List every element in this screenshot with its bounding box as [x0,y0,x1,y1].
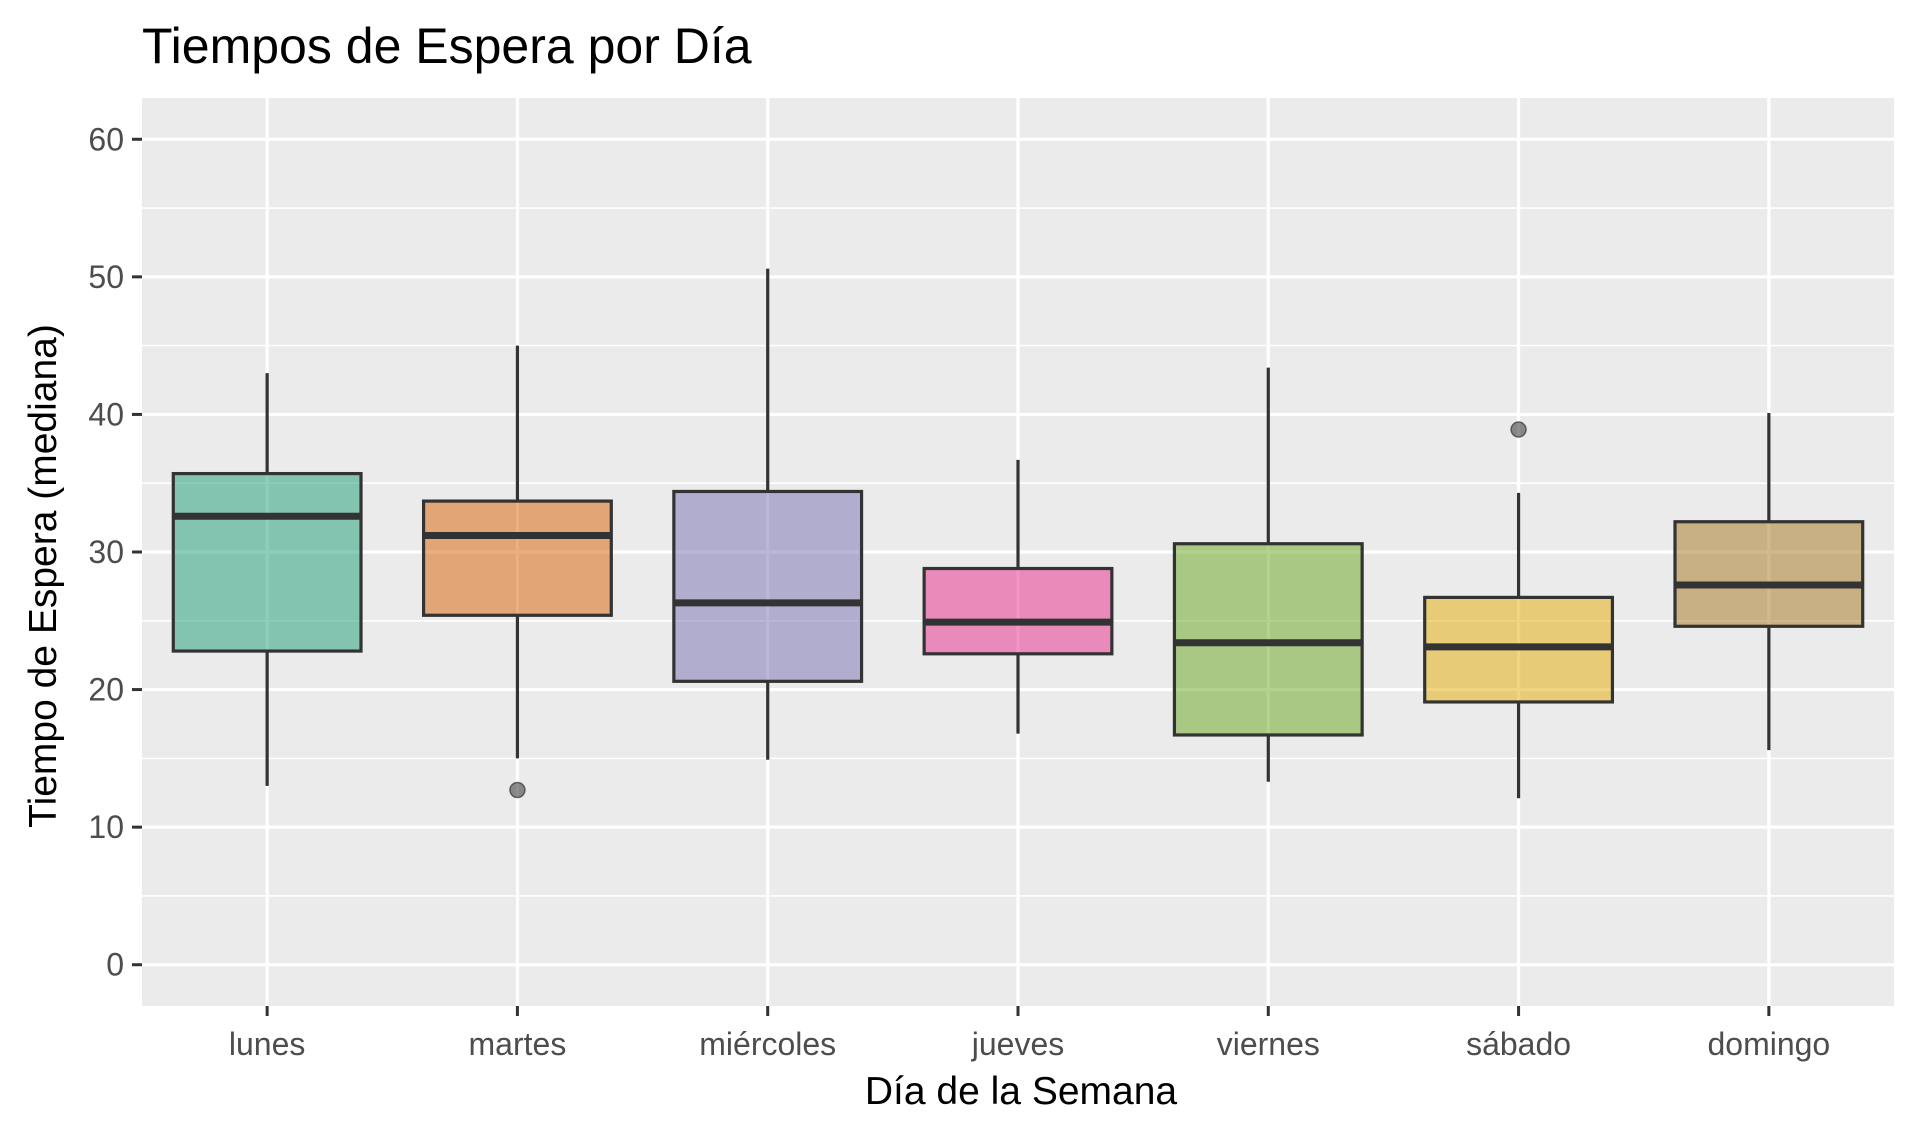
x-tick-label: jueves [971,1026,1065,1062]
y-tick-label: 20 [88,672,124,708]
y-tick-label: 0 [106,947,124,983]
y-tick-label: 60 [88,121,124,157]
box-iqr [672,489,864,683]
x-tick-label: domingo [1707,1026,1830,1062]
y-tick-label: 30 [88,534,124,570]
y-axis-title: Tiempo de Espera (mediana) [22,324,65,828]
boxes [171,268,1865,799]
chart-title: Tiempos de Espera por Día [142,18,752,74]
outlier-point [509,781,526,799]
x-tick-label: miércoles [699,1026,836,1062]
box-iqr [1673,520,1865,628]
box-viernes [1172,367,1364,782]
box-iqr [421,499,613,617]
x-tick-label: martes [469,1026,567,1062]
box-lunes [171,373,363,786]
y-tick-label: 10 [88,809,124,845]
y-axis: 0 10 20 30 40 50 60 [88,121,142,983]
box-iqr [922,566,1114,656]
box-iqr [171,471,363,653]
box-jueves [922,459,1114,734]
y-tick-label: 40 [88,396,124,432]
box-martes [421,345,613,799]
box-miércoles [672,268,864,760]
x-tick-label: sábado [1466,1026,1571,1062]
x-axis: lunes martes miércoles jueves viernes sábado d… [229,1006,1830,1062]
y-tick-label: 50 [88,259,124,295]
x-tick-label: viernes [1217,1026,1320,1062]
outlier-point [1510,421,1527,438]
x-tick-label: lunes [229,1026,306,1062]
x-axis-title: Día de la Semana [865,1070,1178,1113]
box-domingo [1673,413,1865,751]
box-sábado [1423,421,1615,799]
